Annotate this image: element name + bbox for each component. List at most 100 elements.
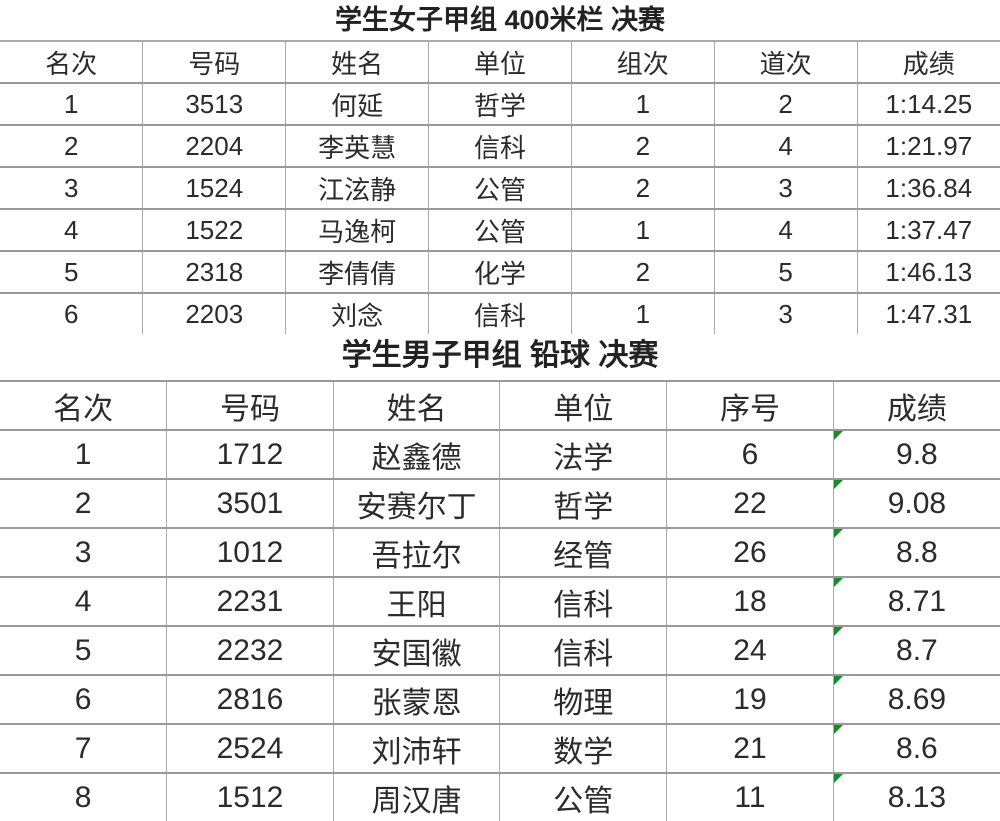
table-cell: 4 xyxy=(713,125,858,168)
table-cell: 1712 xyxy=(166,430,334,480)
table-cell: 1:21.97 xyxy=(856,125,1000,168)
table-cell: 1512 xyxy=(166,773,334,821)
table-cell: 6 xyxy=(0,675,167,725)
table-cell: 2 xyxy=(713,83,858,126)
table-cell: 2203 xyxy=(142,293,286,334)
table-cell: 1:47.31 xyxy=(856,293,1000,334)
table-cell: 1:46.13 xyxy=(856,251,1000,294)
table-cell: 信科 xyxy=(428,293,572,334)
table-cell: 1 xyxy=(570,83,715,126)
table-cell: 2231 xyxy=(166,577,334,627)
table-row: 3 1012 吾拉尔 经管 26 8.8 xyxy=(0,528,1000,578)
table-cell: 3 xyxy=(0,528,167,578)
table-cell: 李倩倩 xyxy=(285,251,429,294)
table-row: 5 2232 安国徽 信科 24 8.7 xyxy=(0,626,1000,676)
column-header: 组次 xyxy=(570,41,715,84)
table-cell: 马逸柯 xyxy=(285,209,429,252)
table-cell: 1522 xyxy=(142,209,286,252)
table-cell: 4 xyxy=(0,577,167,627)
table-cell: 1 xyxy=(570,209,715,252)
table-cell: 1:37.47 xyxy=(856,209,1000,252)
table-row: 6 2203 刘念 信科 1 3 1:47.31 xyxy=(0,293,1000,334)
table-cell: 1 xyxy=(0,83,143,126)
table-cell: 3513 xyxy=(142,83,286,126)
table-cell: 2816 xyxy=(166,675,334,725)
table-cell: 王阳 xyxy=(332,577,500,627)
table-cell: 信科 xyxy=(499,626,667,676)
column-header: 姓名 xyxy=(285,41,429,84)
table-cell: 公管 xyxy=(499,773,667,821)
table-cell: 1:36.84 xyxy=(856,167,1000,210)
table-cell: 8.7 xyxy=(832,626,1000,676)
table-row: 8 1512 周汉唐 公管 11 8.13 xyxy=(0,773,1000,821)
table-cell: 9.08 xyxy=(832,479,1000,529)
table-cell: 8 xyxy=(74,780,92,814)
table-cell: 张蒙恩 xyxy=(332,675,500,725)
table-cell: 2232 xyxy=(166,626,334,676)
table-row: 2 2204 李英慧 信科 2 4 1:21.97 xyxy=(0,125,1000,168)
table-cell: 4 xyxy=(0,209,143,252)
table-cell: 24 xyxy=(666,626,834,676)
table-cell: 公管 xyxy=(428,209,572,252)
table-row: 7 2524 刘沛轩 数学 21 8.6 xyxy=(0,724,1000,774)
table-cell: 19 xyxy=(666,675,834,725)
table-cell: 江泫静 xyxy=(285,167,429,210)
table-cell: 5 xyxy=(0,626,167,676)
table-cell: 物理 xyxy=(499,675,667,725)
table-cell: 2 xyxy=(570,167,715,210)
table-row: 4 2231 王阳 信科 18 8.71 xyxy=(0,577,1000,627)
table-cell: 哲学 xyxy=(428,83,572,126)
table-cell: 安赛尔丁 xyxy=(332,479,500,529)
table-cell: 8.6 xyxy=(832,724,1000,774)
column-header: 成绩 xyxy=(856,41,1000,84)
table-cell: 1 xyxy=(570,293,715,334)
table-cell: 赵鑫德 xyxy=(332,430,500,480)
table-cell: 6 xyxy=(63,298,79,329)
table-cell: 2318 xyxy=(142,251,286,294)
column-header: 单位 xyxy=(428,41,572,84)
table-cell: 2524 xyxy=(166,724,334,774)
table-cell: 8.8 xyxy=(832,528,1000,578)
table-cell: 7 xyxy=(0,724,167,774)
table-row: 2 3501 安赛尔丁 哲学 22 9.08 xyxy=(0,479,1000,529)
table-cell: 5 xyxy=(0,251,143,294)
table-cell: 2 xyxy=(570,251,715,294)
table-cell: 化学 xyxy=(428,251,572,294)
table-row: 1 1712 赵鑫德 法学 6 9.8 xyxy=(0,430,1000,480)
table-cell: 刘念 xyxy=(285,293,429,334)
table-cell: 信科 xyxy=(499,577,667,627)
table-cell: 3 xyxy=(0,167,143,210)
table2-title: 学生男子甲组 铅球 决赛 xyxy=(341,339,659,372)
table-cell: 数学 xyxy=(499,724,667,774)
table-row: 5 2318 李倩倩 化学 2 5 1:46.13 xyxy=(0,251,1000,294)
table-cell: 李英慧 xyxy=(285,125,429,168)
table-cell: 8.69 xyxy=(832,675,1000,725)
table-cell: 9.8 xyxy=(832,430,1000,480)
table-cell: 1012 xyxy=(166,528,334,578)
table-cell: 2 xyxy=(570,125,715,168)
table-cell: 5 xyxy=(713,251,858,294)
table-cell: 周汉唐 xyxy=(332,773,500,821)
men-shot-put-results-table: 名次 号码 姓名 单位 序号 成绩 1 1712 赵鑫德 法学 6 9.8 2 3501 安赛尔丁 哲学 22 9… xyxy=(0,380,1000,821)
table-cell: 哲学 xyxy=(499,479,667,529)
column-header: 序号 xyxy=(666,381,834,431)
table-cell: 11 xyxy=(666,773,834,821)
column-header: 名次 xyxy=(0,41,143,84)
table-cell: 2 xyxy=(0,125,143,168)
table-cell: 吾拉尔 xyxy=(332,528,500,578)
table-cell: 1524 xyxy=(142,167,286,210)
column-header: 单位 xyxy=(499,381,667,431)
table-cell: 26 xyxy=(666,528,834,578)
table-cell: 法学 xyxy=(499,430,667,480)
table-cell: 4 xyxy=(713,209,858,252)
table-cell: 3 xyxy=(713,293,858,334)
table-cell: 3501 xyxy=(166,479,334,529)
table-cell: 2 xyxy=(0,479,167,529)
table-cell: 8.13 xyxy=(832,773,1000,821)
table-cell: 公管 xyxy=(428,167,572,210)
women-400m-hurdles-results-table: 名次 号码 姓名 单位 组次 道次 成绩 1 3513 何延 哲学 1 2 1:14.25 2 2204 李英慧… xyxy=(0,40,1000,334)
table-cell: 3 xyxy=(713,167,858,210)
table-cell: 1:14.25 xyxy=(856,83,1000,126)
table-cell: 刘沛轩 xyxy=(332,724,500,774)
table-cell: 信科 xyxy=(428,125,572,168)
